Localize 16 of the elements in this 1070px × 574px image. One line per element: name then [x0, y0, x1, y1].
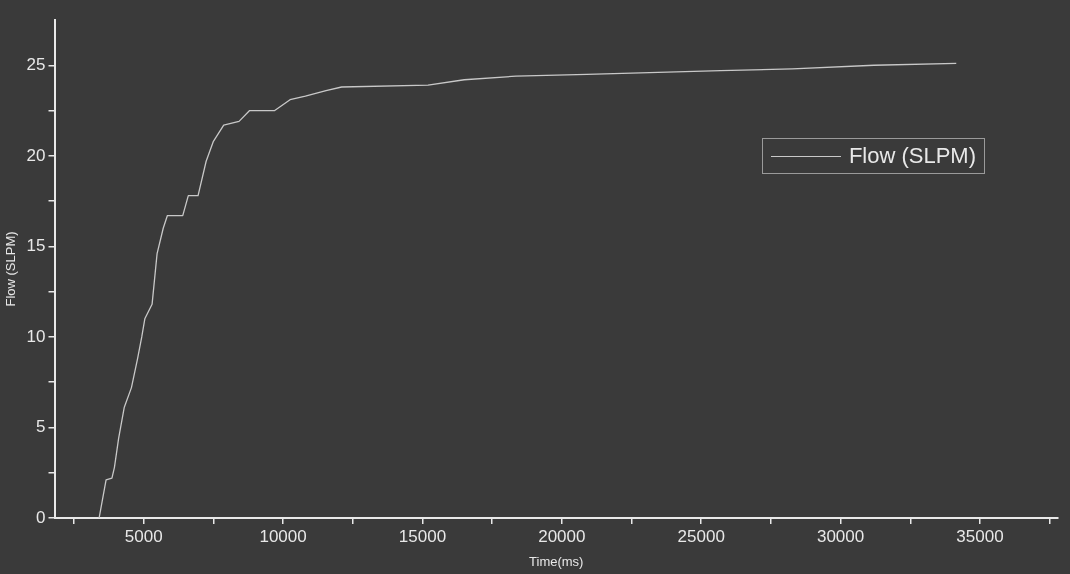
- x-tick-label: 10000: [259, 526, 307, 546]
- x-tick-label: 25000: [677, 526, 725, 546]
- x-tick-label: 5000: [124, 526, 163, 546]
- y-tick-label: 10: [26, 326, 46, 346]
- x-tick-label: 15000: [398, 526, 447, 546]
- y-axis-title: Flow (SLPM): [3, 231, 19, 307]
- x-tick-label: 30000: [816, 526, 865, 546]
- x-tick-label: 20000: [538, 526, 586, 546]
- y-tick-label: 25: [26, 54, 46, 74]
- y-tick-label: 0: [36, 507, 46, 527]
- y-tick-label: 20: [26, 145, 46, 165]
- y-tick-label: 5: [36, 417, 46, 437]
- x-axis-title: Time(ms): [529, 553, 584, 569]
- legend-label: Flow (SLPM): [848, 143, 976, 169]
- y-tick-label: 15: [26, 236, 46, 256]
- x-tick-label: 35000: [956, 526, 1004, 546]
